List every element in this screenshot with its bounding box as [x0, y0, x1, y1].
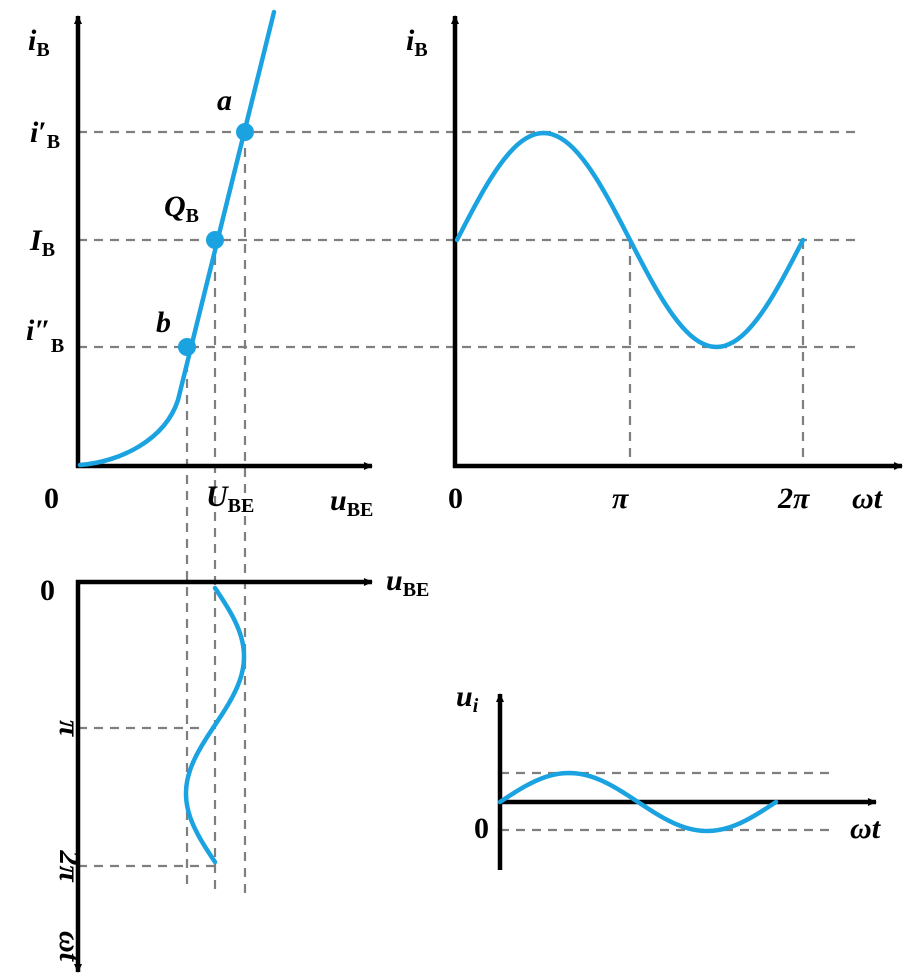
- ube-wave-x-axis-label: uBE: [386, 564, 429, 601]
- input-characteristic-curve: [77, 9, 277, 468]
- ib-min-label: i″B: [26, 314, 64, 357]
- ube-wave-y-axis-label: ωt: [53, 931, 86, 963]
- point-a-label: a: [217, 84, 232, 117]
- axes: [74, 15, 903, 973]
- char-y-axis-label: iB: [28, 24, 50, 61]
- ib-wave-labels: iB 0 π 2π ωt: [406, 24, 884, 515]
- ib-wave-y-axis-label: iB: [406, 24, 428, 61]
- ib-wave-tick-pi: π: [612, 482, 629, 515]
- operating-point-label: QB: [164, 190, 199, 227]
- ib-wave-x-axis-label: ωt: [852, 482, 884, 515]
- point-a: [236, 123, 254, 141]
- curves: [77, 9, 806, 865]
- points: [178, 123, 254, 356]
- base-voltage-sine-wave: [183, 585, 247, 865]
- ube-wave-tick-pi: π: [53, 720, 86, 737]
- ui-labels: ui 0 ωt: [456, 680, 882, 845]
- guide-lines: [78, 130, 862, 896]
- ib-max-label: i′B: [30, 116, 60, 153]
- char-labels: iB uBE 0 i′B IB i″B a QB b UBE: [26, 24, 373, 521]
- ib-quiescent-label: IB: [29, 224, 55, 261]
- ib-wave-tick-2pi: 2π: [777, 482, 810, 515]
- ube-wave-origin-label: 0: [40, 574, 55, 607]
- point-b: [178, 338, 196, 356]
- char-x-axis-label: uBE: [330, 484, 373, 521]
- input-voltage-sine-wave: [497, 770, 779, 834]
- ube-wave-labels: uBE 0 π 2π ωt: [40, 564, 429, 963]
- ib-wave-origin-label: 0: [448, 482, 463, 515]
- ui-y-axis-label: ui: [456, 680, 479, 717]
- ube-quiescent-label: UBE: [206, 480, 254, 517]
- base-current-sine-wave: [454, 130, 806, 350]
- ube-wave-tick-2pi: 2π: [53, 849, 86, 882]
- char-origin-label: 0: [44, 482, 59, 515]
- point-b-label: b: [156, 306, 171, 339]
- ui-x-axis-label: ωt: [850, 812, 882, 845]
- ui-origin-label: 0: [474, 812, 489, 845]
- operating-point-q: [206, 231, 224, 249]
